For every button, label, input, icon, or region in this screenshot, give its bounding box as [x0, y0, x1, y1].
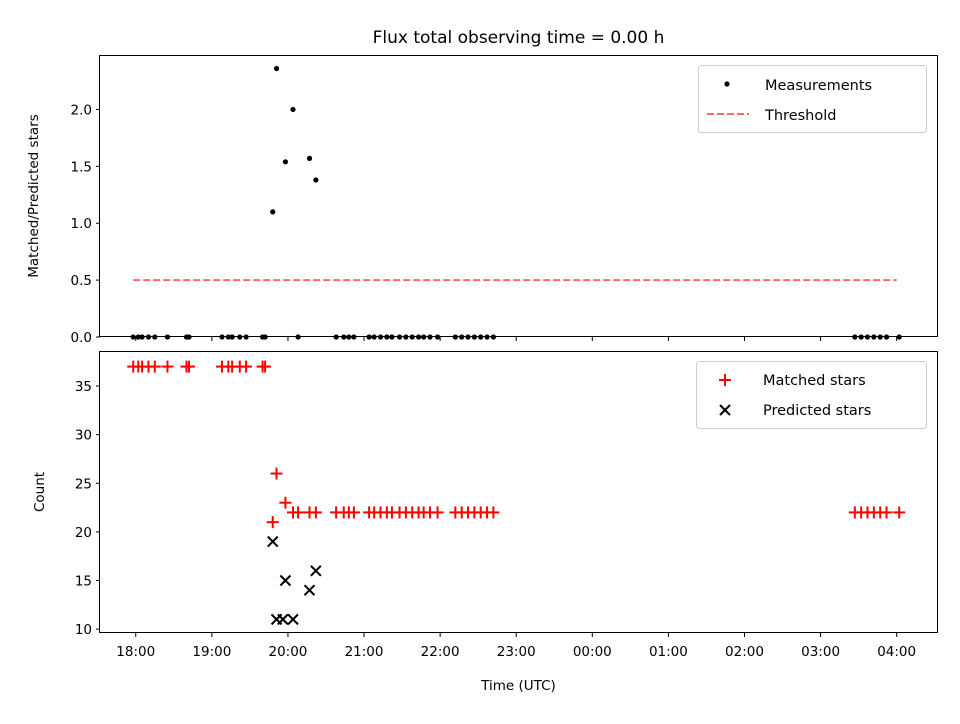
measurement-point — [306, 155, 313, 161]
top-y-tick-label: 0.0 — [71, 330, 92, 346]
bottom-y-tick-label: 25 — [75, 476, 92, 492]
bottom-x-tick-label: 22:00 — [421, 644, 460, 660]
bottom-x-axis-label: Time (UTC) — [480, 678, 556, 694]
top-y-tick-label: 2.0 — [71, 102, 92, 118]
matched-star-point — [893, 506, 906, 519]
measurement-point — [273, 65, 280, 72]
matched-star-point — [880, 506, 893, 519]
matched-star-point — [240, 360, 253, 373]
top-y-tick-label: 1.0 — [71, 216, 92, 232]
predicted-star-point — [287, 613, 299, 626]
bottom-x-tick-label: 03:00 — [801, 644, 840, 660]
top-y-tick-label: 1.5 — [71, 159, 92, 175]
top-plot-marks — [130, 65, 902, 340]
bottom-x-tick-label: 21:00 — [345, 644, 384, 660]
bottom-x-tick-label: 20:00 — [268, 644, 307, 660]
legend-matched-label: Matched stars — [763, 373, 866, 389]
measurement-point — [290, 106, 296, 113]
matched-star-point — [431, 506, 444, 519]
matched-star-point — [266, 516, 279, 529]
top-legend-box — [698, 65, 927, 133]
top-y-axis-ticks: 0.0 0.5 1.0 1.5 2.0 — [71, 102, 100, 346]
legend-measurements-label: Measurements — [765, 78, 872, 94]
top-legend: Measurements Threshold — [698, 65, 927, 133]
bottom-y-tick-label: 20 — [75, 525, 92, 541]
predicted-star-point — [267, 535, 279, 548]
legend-predicted-label: Predicted stars — [763, 403, 871, 419]
top-y-tick-label: 0.5 — [71, 273, 92, 289]
bottom-legend-box — [696, 361, 927, 429]
legend-matched-marker — [719, 374, 731, 386]
matched-star-point — [292, 506, 305, 519]
predicted-star-point — [277, 613, 289, 626]
matched-star-point — [347, 506, 360, 519]
bottom-y-axis-ticks: 10 15 20 25 30 35 — [75, 379, 100, 638]
predicted-star-point — [279, 574, 292, 587]
matched-star-point — [148, 360, 161, 373]
matched-star-point — [161, 360, 174, 373]
bottom-plot-marks — [127, 360, 906, 626]
bottom-y-tick-label: 15 — [75, 573, 92, 589]
predicted-star-point — [310, 565, 322, 577]
bottom-y-tick-label: 35 — [75, 379, 92, 395]
bottom-x-tick-label: 00:00 — [573, 644, 612, 660]
chart-title: Flux total observing time = 0.00 h — [373, 28, 665, 48]
measurement-point — [313, 177, 319, 183]
top-axes-frame — [99, 55, 938, 337]
legend-measurements-marker — [724, 81, 730, 87]
top-y-axis-label: Matched/Predicted stars — [26, 114, 42, 277]
top-panel: Flux total observing time = 0.00 h 0.00.… — [26, 28, 938, 346]
bottom-legend: Matched stars Predicted stars — [696, 361, 927, 429]
bottom-y-axis-label: Count — [32, 472, 48, 512]
bottom-x-tick-label: 02:00 — [725, 644, 764, 660]
predicted-star-point — [303, 584, 316, 596]
matched-star-point — [487, 506, 500, 519]
matched-star-point — [270, 467, 283, 480]
matched-star-point — [279, 496, 292, 509]
measurement-point — [270, 209, 276, 215]
legend-threshold-label: Threshold — [764, 108, 836, 124]
legend-predicted-marker — [719, 404, 731, 416]
bottom-x-tick-label: 19:00 — [192, 644, 231, 660]
matched-star-point — [183, 360, 196, 373]
bottom-x-tick-label: 18:00 — [116, 644, 155, 660]
matched-star-point — [259, 360, 272, 373]
measurement-point — [282, 159, 289, 165]
bottom-x-tick-label: 01:00 — [649, 644, 688, 660]
bottom-x-axis-ticks: 18:00 19:00 20:00 21:00 22:00 23:00 00:00 01:00… — [116, 633, 916, 660]
bottom-y-tick-label: 10 — [75, 622, 92, 638]
matched-star-point — [309, 506, 322, 519]
bottom-y-tick-label: 30 — [75, 428, 92, 444]
bottom-panel: 10 15 20 25 30 35 18:00 19:00 20:00 21:00 22:00 23… — [32, 351, 938, 694]
bottom-axes-frame — [99, 351, 938, 633]
top-x-axis-ticks — [135, 337, 898, 341]
bottom-x-tick-label: 23:00 — [497, 644, 536, 660]
bottom-x-tick-label: 04:00 — [877, 644, 916, 660]
